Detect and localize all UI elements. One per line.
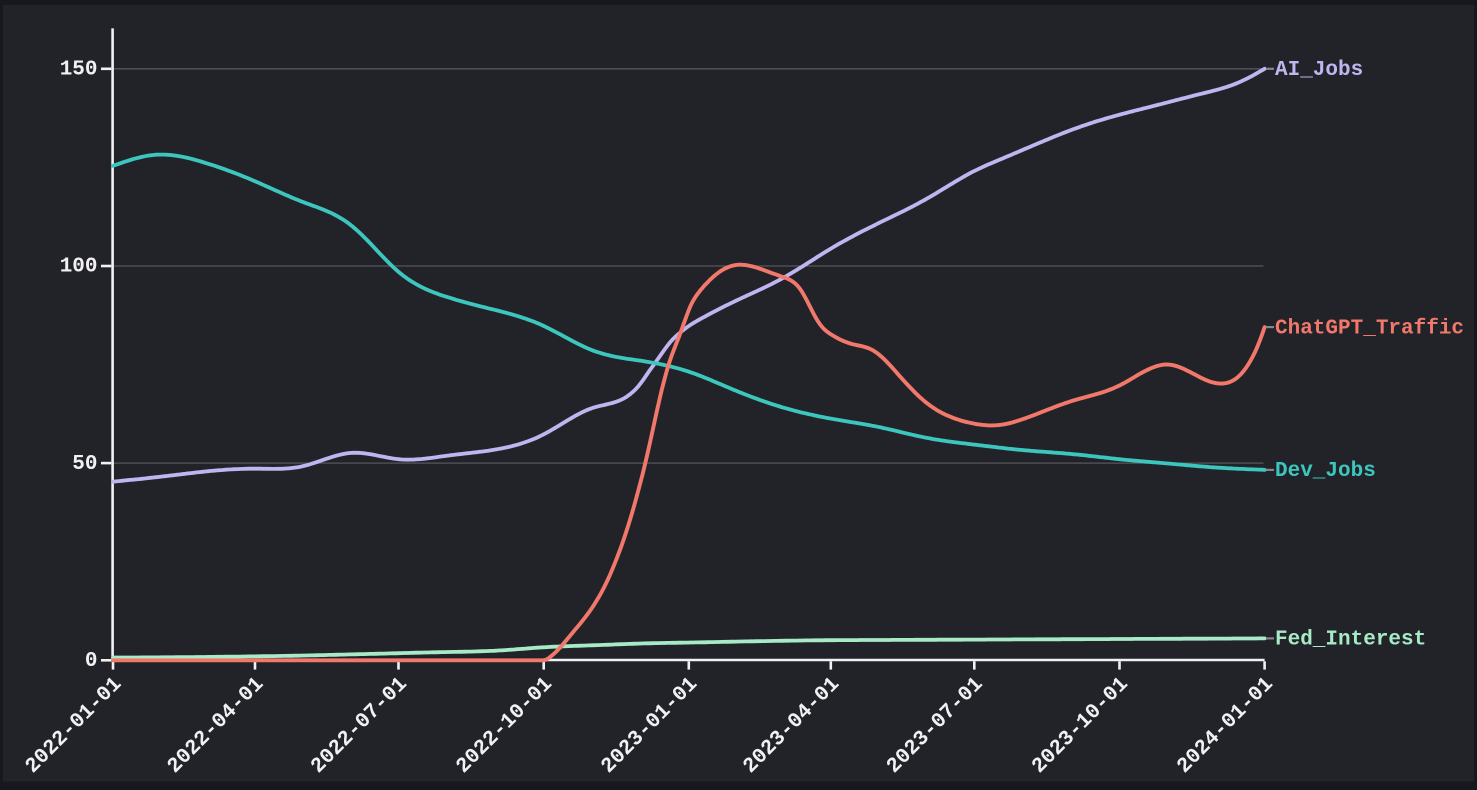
svg-text:AI_Jobs: AI_Jobs xyxy=(1275,59,1363,82)
svg-text:Dev_Jobs: Dev_Jobs xyxy=(1275,460,1376,483)
svg-text:100: 100 xyxy=(60,256,98,279)
svg-text:Fed_Interest: Fed_Interest xyxy=(1275,629,1426,652)
svg-text:ChatGPT_Traffic: ChatGPT_Traffic xyxy=(1275,317,1464,340)
svg-text:0: 0 xyxy=(85,650,98,673)
svg-text:150: 150 xyxy=(60,58,98,81)
svg-text:50: 50 xyxy=(72,453,97,476)
